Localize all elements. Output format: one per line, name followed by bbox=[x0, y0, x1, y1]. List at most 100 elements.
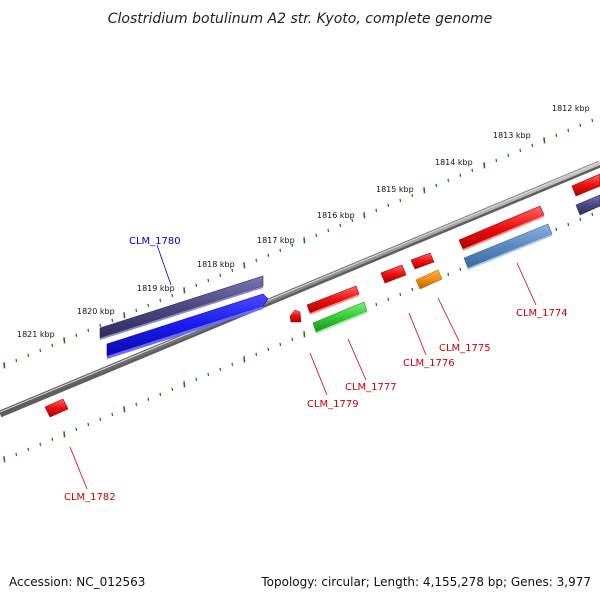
scale-tick bbox=[135, 308, 138, 312]
gene-clm-1776[interactable] bbox=[380, 264, 407, 284]
scale-tick bbox=[279, 342, 282, 346]
gene-label-clm-1782[interactable]: CLM_1782 bbox=[64, 492, 116, 503]
scale-tick bbox=[399, 198, 402, 202]
scale-tick bbox=[255, 352, 258, 356]
scale-tick bbox=[219, 273, 222, 277]
scale-tick bbox=[267, 347, 270, 351]
gene-red-small-forward[interactable] bbox=[289, 309, 302, 323]
scale-tick bbox=[591, 118, 594, 122]
scale-tick bbox=[471, 168, 474, 172]
genome-backbone bbox=[0, 160, 600, 418]
gene-red-large-forward[interactable] bbox=[458, 205, 545, 251]
scale-tick bbox=[507, 153, 510, 157]
scale-tick bbox=[15, 452, 18, 456]
scale-label-1818: 1818 kbp bbox=[197, 260, 235, 269]
scale-tick bbox=[399, 292, 402, 296]
gene-label-clm-1779[interactable]: CLM_1779 bbox=[307, 399, 359, 410]
scale-label-1817: 1817 kbp bbox=[257, 236, 295, 245]
scale-tick bbox=[159, 392, 162, 396]
scale-tick bbox=[75, 333, 78, 337]
scale-labels: 1812 kbp 1813 kbp 1814 kbp 1815 kbp 1816… bbox=[17, 104, 590, 339]
scale-tick bbox=[447, 272, 450, 276]
scale-tick bbox=[387, 203, 390, 207]
gene-purple-edge[interactable] bbox=[575, 194, 600, 216]
scale-tick bbox=[243, 262, 246, 269]
scale-tick bbox=[279, 248, 282, 252]
gene-label-clm-1777[interactable]: CLM_1777 bbox=[345, 382, 397, 393]
scale-tick bbox=[123, 312, 126, 319]
scale-tick bbox=[51, 343, 54, 347]
scale-tick bbox=[567, 128, 570, 132]
scale-tick bbox=[123, 406, 126, 413]
scale-tick bbox=[195, 377, 198, 381]
gene-label-clm-1774[interactable]: CLM_1774 bbox=[516, 308, 568, 319]
scale-tick bbox=[207, 278, 210, 282]
scale-tick bbox=[255, 258, 258, 262]
scale-tick bbox=[339, 223, 342, 227]
scale-tick bbox=[363, 212, 366, 219]
scale-tick bbox=[147, 397, 150, 401]
scale-label-1815: 1815 kbp bbox=[376, 185, 414, 194]
gene-blue-forward[interactable] bbox=[106, 293, 269, 359]
scale-tick bbox=[135, 402, 138, 406]
gene-clm-1782[interactable] bbox=[44, 398, 69, 418]
scale-tick bbox=[111, 412, 114, 416]
label-leaders bbox=[69, 244, 537, 490]
scale-tick bbox=[51, 437, 54, 441]
scale-tick bbox=[291, 243, 294, 247]
gene-label-clm-1775[interactable]: CLM_1775 bbox=[439, 343, 491, 354]
scale-tick bbox=[99, 323, 102, 327]
scale-tick bbox=[375, 302, 378, 306]
scale-label-1816: 1816 kbp bbox=[317, 211, 355, 220]
gene-label-clm-1780[interactable]: CLM_1780 bbox=[129, 236, 181, 247]
scale-tick bbox=[39, 348, 42, 352]
scale-tick bbox=[495, 158, 498, 162]
scale-label-1812: 1812 kbp bbox=[552, 104, 590, 113]
gene-red-edge[interactable] bbox=[571, 173, 600, 197]
scale-tick bbox=[375, 208, 378, 212]
scale-tick bbox=[411, 287, 414, 291]
scale-tick bbox=[459, 173, 462, 177]
scale-tick bbox=[207, 372, 210, 376]
scale-tick bbox=[147, 303, 150, 307]
scale-tick bbox=[3, 362, 6, 369]
scale-tick bbox=[159, 298, 162, 302]
gene-clm-1774[interactable] bbox=[463, 223, 553, 270]
gene-clm-1775-orange[interactable] bbox=[415, 269, 443, 290]
scale-tick bbox=[171, 387, 174, 391]
scale-label-1819: 1819 kbp bbox=[137, 284, 175, 293]
scale-tick bbox=[195, 283, 198, 287]
scale-tick bbox=[579, 123, 582, 127]
scale-tick bbox=[231, 362, 234, 366]
gene-clm-1775-red[interactable] bbox=[410, 252, 435, 270]
scale-tick bbox=[87, 328, 90, 332]
scale-tick bbox=[423, 187, 426, 194]
gene-label-clm-1776[interactable]: CLM_1776 bbox=[403, 358, 455, 369]
scale-tick bbox=[183, 381, 186, 388]
scale-tick bbox=[303, 331, 306, 338]
scale-tick bbox=[327, 228, 330, 232]
gene-clm-1779[interactable] bbox=[306, 285, 360, 315]
scale-tick bbox=[531, 143, 534, 147]
scale-tick bbox=[351, 218, 354, 222]
scale-tick bbox=[483, 162, 486, 169]
scale-label-1813: 1813 kbp bbox=[493, 131, 531, 140]
scale-tick bbox=[171, 293, 174, 297]
scale-tick bbox=[27, 447, 30, 451]
scale-tick bbox=[387, 297, 390, 301]
scale-tick bbox=[3, 456, 6, 463]
scale-tick bbox=[303, 237, 306, 244]
scale-tick bbox=[63, 431, 66, 438]
scale-tick bbox=[543, 137, 546, 144]
gene-clm-1777[interactable] bbox=[312, 301, 368, 334]
scale-tick bbox=[519, 148, 522, 152]
scale-tick bbox=[315, 233, 318, 237]
scale-tick bbox=[411, 193, 414, 197]
scale-tick bbox=[447, 178, 450, 182]
scale-tick bbox=[267, 253, 270, 257]
scale-label-1820: 1820 kbp bbox=[77, 307, 115, 316]
gene-purple-forward[interactable] bbox=[99, 275, 264, 340]
scale-tick bbox=[243, 356, 246, 363]
scale-tick bbox=[435, 183, 438, 187]
